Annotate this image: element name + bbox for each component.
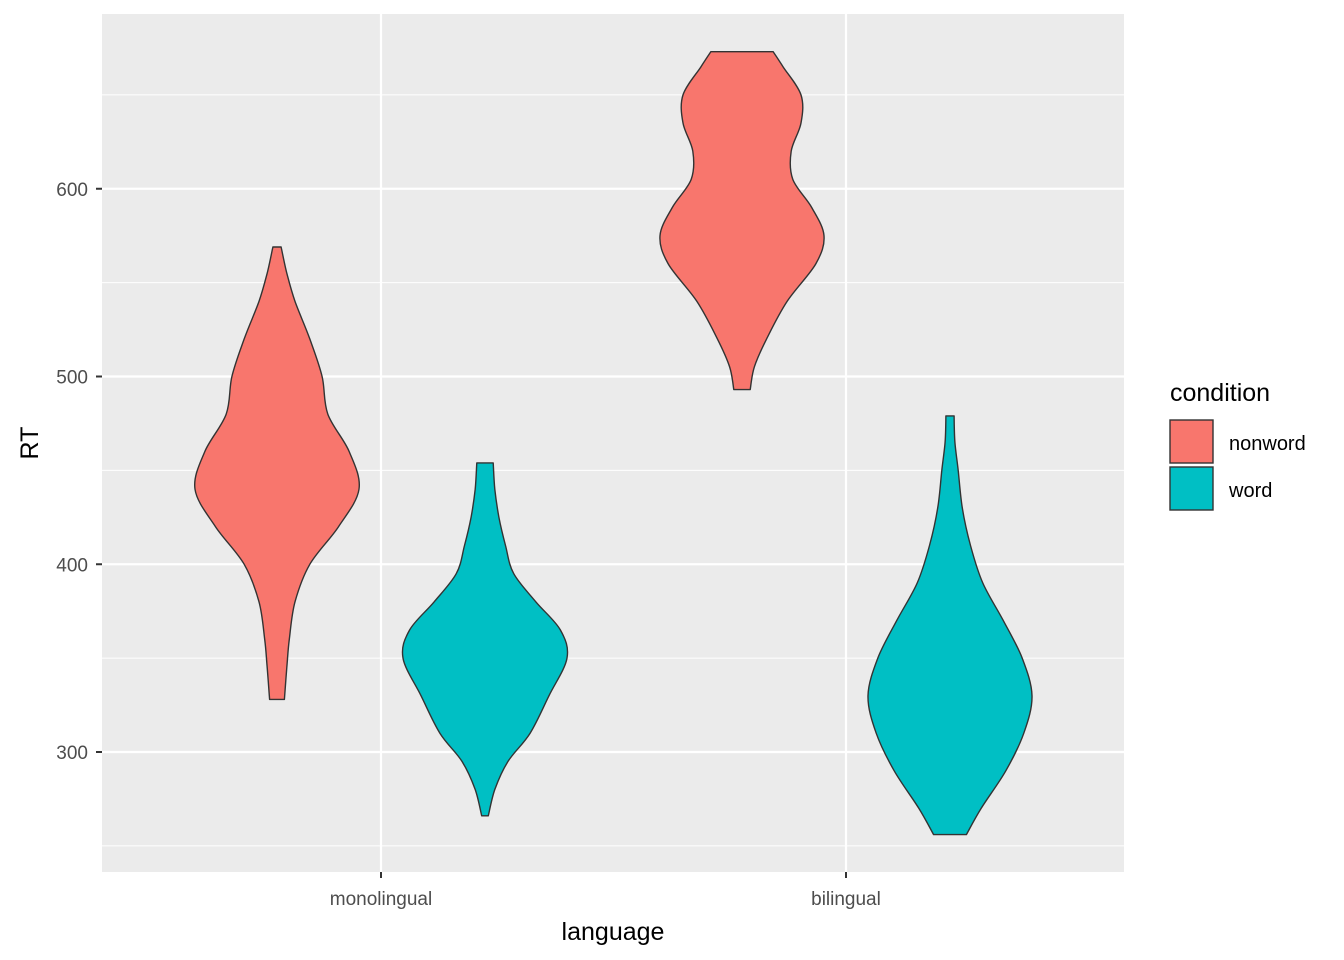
violin-nonword-monolingual [193,246,361,701]
y-tick-label: 600 [56,180,88,201]
violin-word-monolingual [401,462,569,817]
legend-label-word: word [1228,480,1272,502]
violin-nonword-bilingual [659,51,825,391]
y-tick-label: 500 [56,368,88,389]
y-axis: 300 400 500 600 [56,180,102,764]
legend-key-word [1169,466,1214,511]
legend-label-nonword: nonword [1229,433,1306,455]
legend: condition nonword word [1169,379,1306,511]
x-tick-label: monolingual [330,889,432,910]
x-axis-title: language [562,918,665,946]
violin-word-bilingual [867,415,1033,836]
y-tick-label: 300 [56,743,88,764]
legend-title: condition [1170,379,1270,407]
legend-key-nonword [1169,419,1214,464]
x-tick-label: bilingual [811,889,881,910]
x-axis: monolingual bilingual [330,872,881,910]
y-axis-title: RT [16,427,44,460]
violins [193,51,1033,836]
y-tick-label: 400 [56,555,88,576]
